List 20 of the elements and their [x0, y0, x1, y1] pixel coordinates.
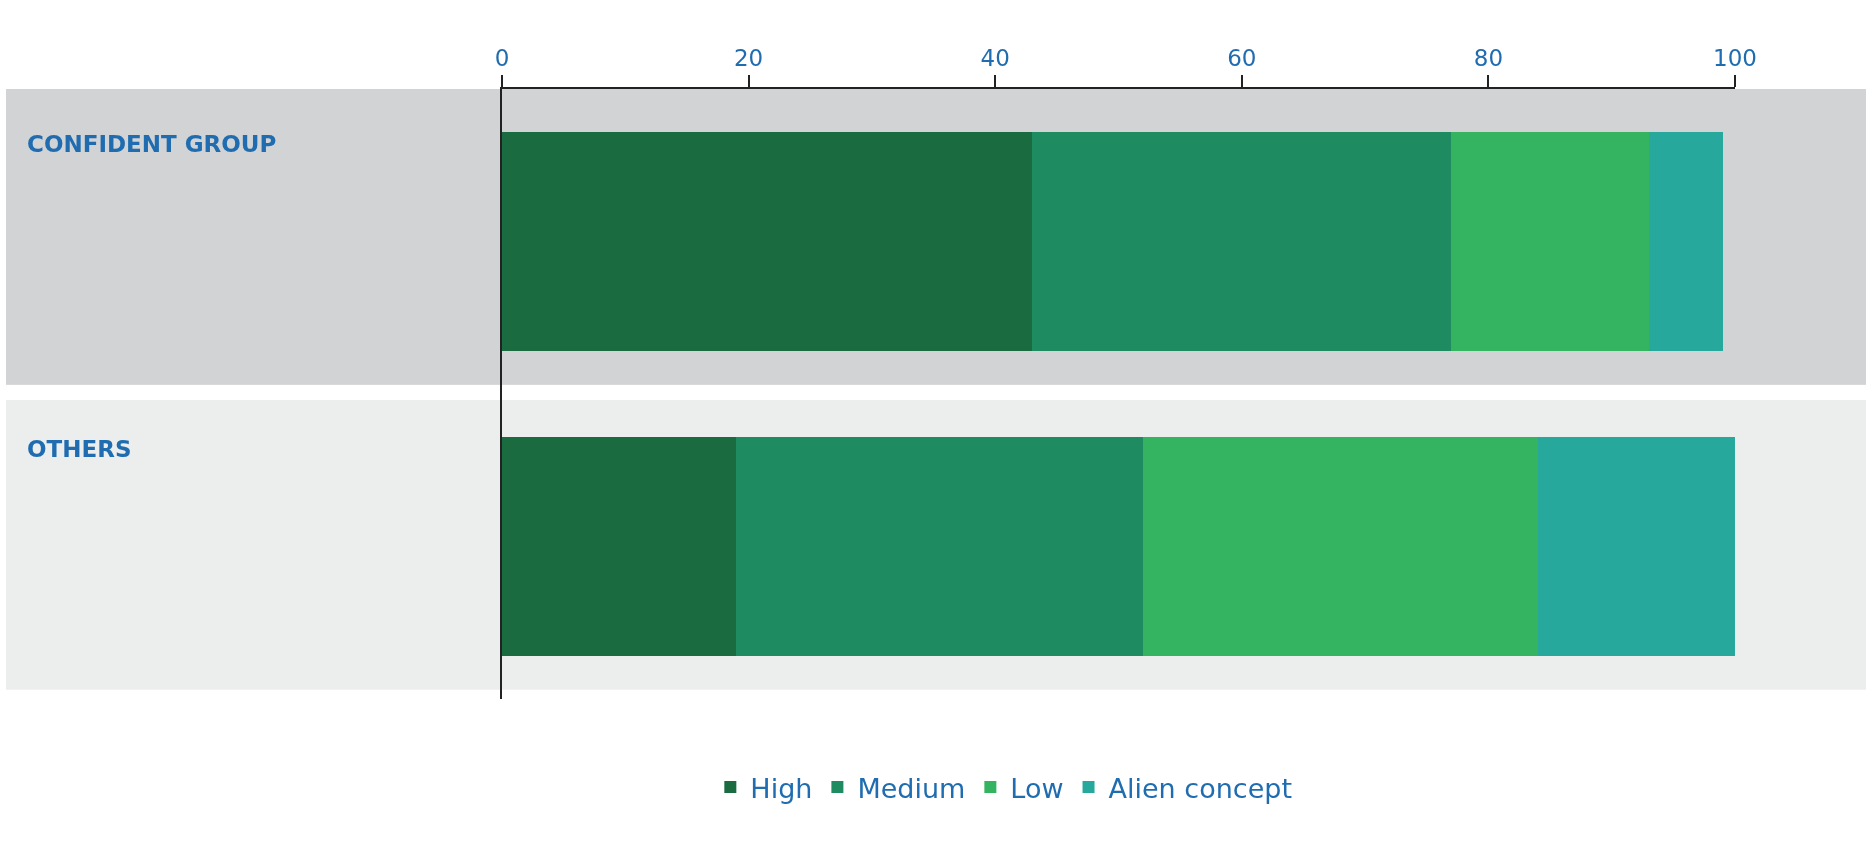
legend-label: Low	[1010, 772, 1064, 804]
bar	[1648, 131, 1723, 352]
bar	[736, 436, 1144, 657]
y-tick-label: OTHERS	[27, 436, 132, 462]
x-tick-label: 20	[733, 44, 764, 71]
x-tick-label: 60	[1227, 44, 1257, 71]
bar	[1451, 131, 1649, 352]
bar	[1143, 436, 1538, 657]
bar	[1032, 131, 1452, 352]
x-tick-label: 80	[1473, 44, 1504, 71]
bar	[1537, 436, 1735, 657]
bar	[502, 436, 737, 657]
legend-label: Alien concept	[1108, 772, 1292, 804]
x-tick-label: 0	[494, 44, 510, 71]
x-tick-label: 40	[980, 44, 1010, 71]
y-tick-label: CONFIDENT GROUP	[27, 131, 277, 157]
bar	[502, 131, 1033, 352]
x-tick-label: 100	[1713, 44, 1757, 71]
legend-label: High	[750, 772, 813, 804]
legend-label: Medium	[857, 772, 966, 804]
